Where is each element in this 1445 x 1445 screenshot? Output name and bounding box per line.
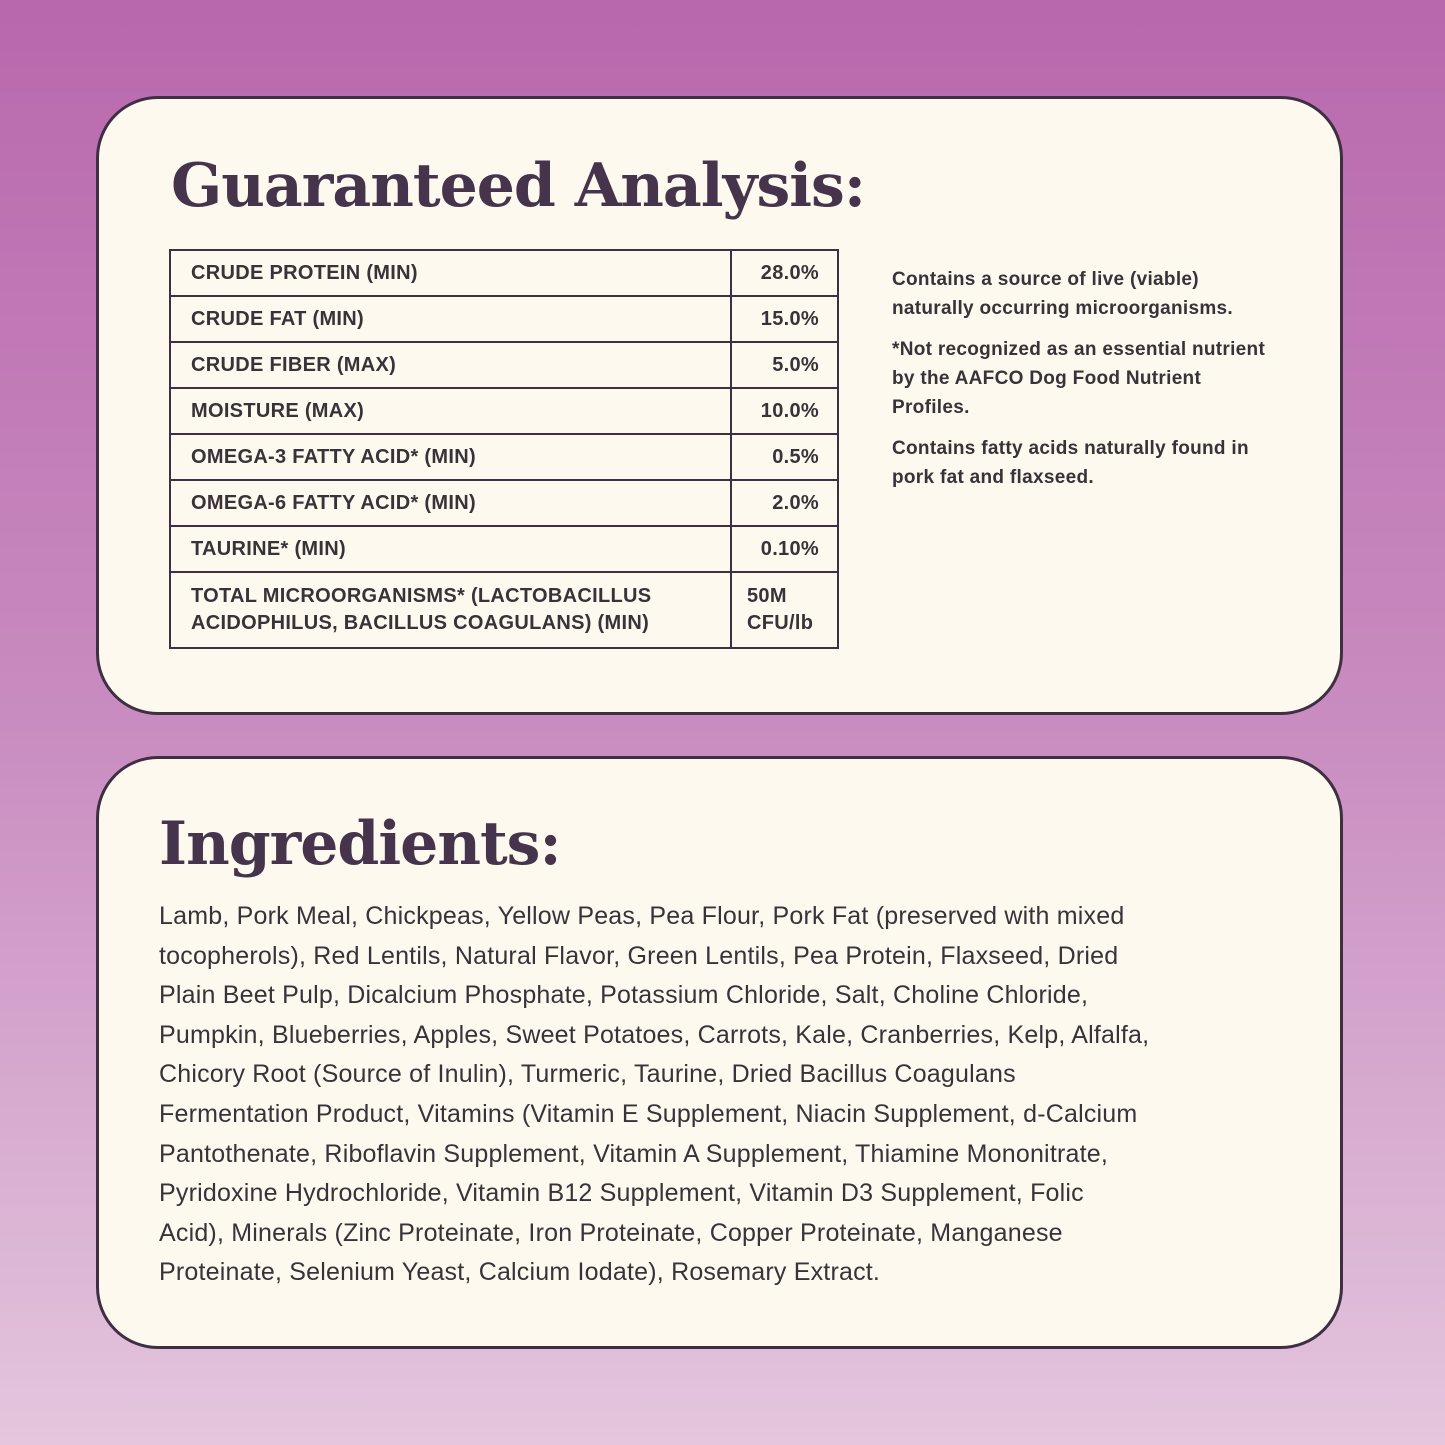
ingredients-list: Lamb, Pork Meal, Chickpeas, Yellow Peas,… (159, 897, 1149, 1293)
table-row: CRUDE FIBER (MAX) 5.0% (169, 341, 839, 389)
nutrient-label: MOISTURE (MAX) (169, 387, 732, 435)
nutrient-label: OMEGA-6 FATTY ACID* (MIN) (169, 479, 732, 527)
ingredients-line: Plain Beet Pulp, Dicalcium Phosphate, Po… (159, 981, 1089, 1010)
guaranteed-analysis-card: Guaranteed Analysis: CRUDE PROTEIN (MIN)… (96, 96, 1343, 715)
guaranteed-analysis-title: Guaranteed Analysis: (171, 151, 866, 221)
table-row: CRUDE FAT (MIN) 15.0% (169, 295, 839, 343)
nutrient-value: 5.0% (730, 341, 839, 389)
table-row: CRUDE PROTEIN (MIN) 28.0% (169, 249, 839, 297)
label-line: TOTAL MICROORGANISMS* (LACTOBACILLUS (191, 585, 652, 607)
nutrient-value: 10.0% (730, 387, 839, 435)
ingredients-line: Chicory Root (Source of Inulin), Turmeri… (159, 1060, 1016, 1089)
nutrient-label: TOTAL MICROORGANISMS* (LACTOBACILLUS ACID… (169, 571, 732, 649)
ingredients-line: Pantothenate, Riboflavin Supplement, Vit… (159, 1139, 1108, 1168)
table-row: TOTAL MICROORGANISMS* (LACTOBACILLUS ACID… (169, 571, 839, 649)
nutrient-value: 50M CFU/lb (730, 571, 839, 649)
value-line: 50M (747, 585, 787, 607)
nutrient-label: OMEGA-3 FATTY ACID* (MIN) (169, 433, 732, 481)
ingredients-line: Pumpkin, Blueberries, Apples, Sweet Pota… (159, 1020, 1150, 1049)
table-row: TAURINE* (MIN) 0.10% (169, 525, 839, 573)
nutrient-label: TAURINE* (MIN) (169, 525, 732, 573)
ingredients-title: Ingredients: (159, 809, 562, 879)
nutrient-value: 0.5% (730, 433, 839, 481)
note-live-microorganisms: Contains a source of live (viable) natur… (892, 269, 1233, 319)
label-line: ACIDOPHILUS, BACILLUS COAGULANS) (MIN) (191, 612, 650, 634)
nutrient-value: 0.10% (730, 525, 839, 573)
note-aafco: *Not recognized as an essential nutrient… (892, 339, 1266, 418)
value-line: CFU/lb (747, 612, 814, 634)
nutrient-label: CRUDE FAT (MIN) (169, 295, 732, 343)
nutrient-label: CRUDE FIBER (MAX) (169, 341, 732, 389)
table-row: MOISTURE (MAX) 10.0% (169, 387, 839, 435)
ingredients-card: Ingredients: Lamb, Pork Meal, Chickpeas,… (96, 756, 1343, 1349)
ingredients-line: Pyridoxine Hydrochloride, Vitamin B12 Su… (159, 1179, 1084, 1208)
ingredients-line: Acid), Minerals (Zinc Proteinate, Iron P… (159, 1218, 1063, 1247)
ingredients-line: tocopherols), Red Lentils, Natural Flavo… (159, 941, 1119, 970)
nutrient-label: CRUDE PROTEIN (MIN) (169, 249, 732, 297)
nutrient-value: 28.0% (730, 249, 839, 297)
ingredients-line: Fermentation Product, Vitamins (Vitamin … (159, 1099, 1138, 1128)
nutrient-value: 2.0% (730, 479, 839, 527)
table-row: OMEGA-3 FATTY ACID* (MIN) 0.5% (169, 433, 839, 481)
note-fatty-acids: Contains fatty acids naturally found in … (892, 438, 1249, 488)
nutrient-value: 15.0% (730, 295, 839, 343)
table-row: OMEGA-6 FATTY ACID* (MIN) 2.0% (169, 479, 839, 527)
analysis-notes: Contains a source of live (viable) natur… (892, 265, 1272, 504)
analysis-table: CRUDE PROTEIN (MIN) 28.0% CRUDE FAT (MIN)… (169, 249, 839, 649)
ingredients-line: Lamb, Pork Meal, Chickpeas, Yellow Peas,… (159, 902, 1125, 930)
ingredients-line: Proteinate, Selenium Yeast, Calcium Ioda… (159, 1258, 881, 1287)
